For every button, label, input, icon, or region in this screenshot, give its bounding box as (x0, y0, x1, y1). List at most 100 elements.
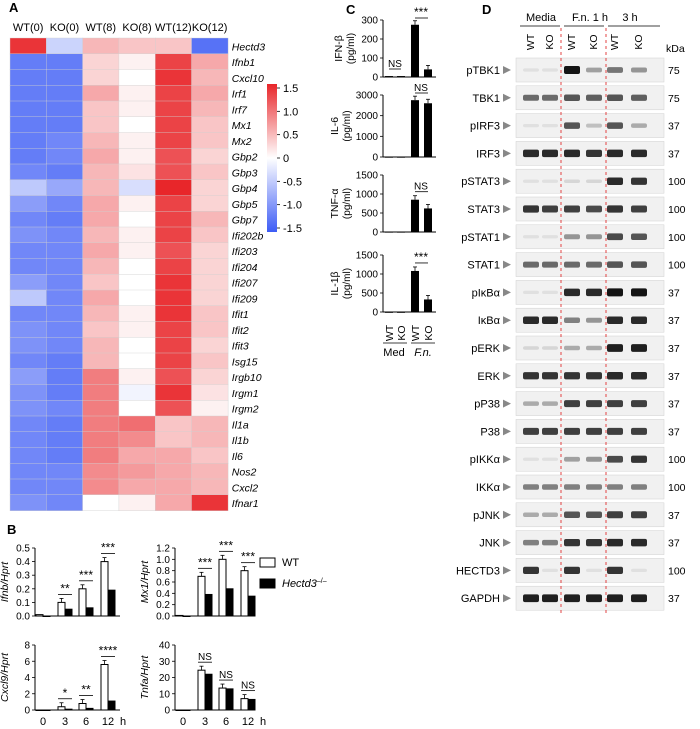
heatmap-cell (9, 100, 47, 118)
blot-band (586, 149, 602, 158)
heatmap-cell (191, 195, 229, 212)
heatmap-cell (118, 415, 156, 433)
heatmap-cell (118, 289, 156, 307)
axis-tick-label: 2000 (356, 111, 379, 122)
axis-tick-label: 3 (62, 716, 68, 728)
heatmap-column-label: KO(0) (50, 22, 79, 34)
marker-arrow-icon (503, 93, 511, 102)
heatmap-cell (118, 258, 156, 275)
blot-band (542, 372, 558, 380)
blot-row: pSTAT3 100 (461, 168, 686, 194)
heatmap-cell (46, 163, 84, 181)
heatmap-cell (82, 85, 120, 102)
heatmap-cell (118, 447, 156, 464)
axis-tick-label: 10 (159, 689, 171, 700)
blot-band (564, 400, 580, 408)
blot-band (607, 94, 623, 102)
blot-band (523, 512, 539, 518)
blot-row: GAPDH 37 (461, 585, 680, 611)
panel-b-legend: WT Hectd3–/– (259, 557, 327, 590)
axis-tick-label: 12 (102, 716, 114, 728)
axis-tick-label: 0 (24, 706, 30, 717)
heatmap-cell (9, 337, 47, 354)
heatmap-gene-label: Ifit2 (232, 325, 249, 337)
bar (411, 270, 419, 312)
blot-band (631, 149, 647, 158)
blot-band (564, 317, 580, 323)
heatmap-cell (118, 69, 156, 86)
heatmap-gene-label: Ifit3 (232, 341, 249, 353)
axis-tick-label: 1500 (356, 251, 379, 262)
axis-tick-label: 1.2 (156, 544, 170, 555)
heatmap-cell (154, 53, 192, 70)
marker-arrow-icon (503, 371, 511, 380)
bar-wt (57, 601, 66, 617)
blot-band (607, 67, 623, 73)
heatmap-cell (118, 100, 156, 118)
bar-ko (64, 608, 73, 617)
heatmap-cell (154, 116, 192, 133)
axis-tick-label: 0.4 (156, 589, 170, 600)
heatmap-cell (154, 258, 192, 275)
heatmap-cell (154, 400, 192, 417)
kda-value: 37 (668, 593, 680, 605)
bar-wt (175, 614, 184, 617)
protein-label: P38 (480, 426, 500, 438)
blot-band (586, 317, 602, 323)
heatmap-gene-label: Cxcl2 (232, 482, 258, 494)
protein-label: HECTD3 (456, 565, 500, 577)
heatmap-gene-label: Irgb10 (232, 372, 262, 384)
blot-band (607, 594, 623, 603)
heatmap-cell (154, 37, 192, 55)
axis-tick-label: 6 (83, 716, 89, 728)
heatmap-cell (191, 384, 229, 401)
blot-band (607, 122, 623, 129)
axis-unit: (pg/ml) (342, 268, 353, 299)
heatmap-cell (154, 478, 192, 496)
heatmap-cell (154, 69, 192, 86)
heatmap-cell (46, 447, 84, 464)
axis-tick-label: 30 (159, 657, 171, 668)
heatmap-cell (154, 148, 192, 165)
axis-tick-label: 0.0 (16, 612, 30, 623)
blot-row: TBK1 75 (472, 85, 680, 111)
blot-band (631, 177, 647, 185)
heatmap-gene-label: Ifi203 (232, 246, 258, 258)
heatmap-cell (46, 100, 84, 118)
heatmap-cell (82, 447, 120, 464)
kda-value: 75 (668, 93, 680, 105)
heatmap-cell (82, 53, 120, 70)
bar-ko (85, 607, 94, 617)
blot-band (631, 67, 647, 73)
lane-label: WT (566, 33, 578, 50)
kda-value: 37 (668, 343, 680, 355)
protein-label: IRF3 (476, 148, 500, 160)
blot-row: P38 37 (480, 419, 680, 444)
blot-band (564, 566, 580, 575)
heatmap-cell (9, 368, 47, 385)
blot-row: pJNK 37 (473, 502, 680, 528)
axis-unit: (pg/ml) (346, 33, 357, 64)
significance-label: *** (79, 568, 93, 582)
heatmap-cell (82, 368, 120, 385)
blot-band (586, 261, 602, 268)
heatmap-cell (9, 447, 47, 464)
blot-band (564, 261, 580, 268)
blot-band (523, 261, 539, 268)
heatmap-gene-label: Nos2 (232, 467, 257, 479)
blot-row: IκBα 37 (478, 307, 680, 333)
heatmap-cell (46, 258, 84, 275)
bar-ko (247, 595, 256, 617)
heatmap-column-label: WT(8) (85, 22, 116, 34)
bar-ko (42, 709, 51, 711)
heatmap-cell (118, 305, 156, 322)
blot-band (523, 235, 539, 239)
axis-tick-label: 0 (372, 73, 378, 84)
blot-row: IRF3 37 (476, 141, 680, 166)
blot-band (564, 122, 580, 129)
blot-row: JNK 37 (479, 530, 680, 555)
bar (424, 299, 432, 312)
blot-band (523, 149, 539, 158)
axis-title: Cxcl9/Hprt (0, 652, 11, 702)
